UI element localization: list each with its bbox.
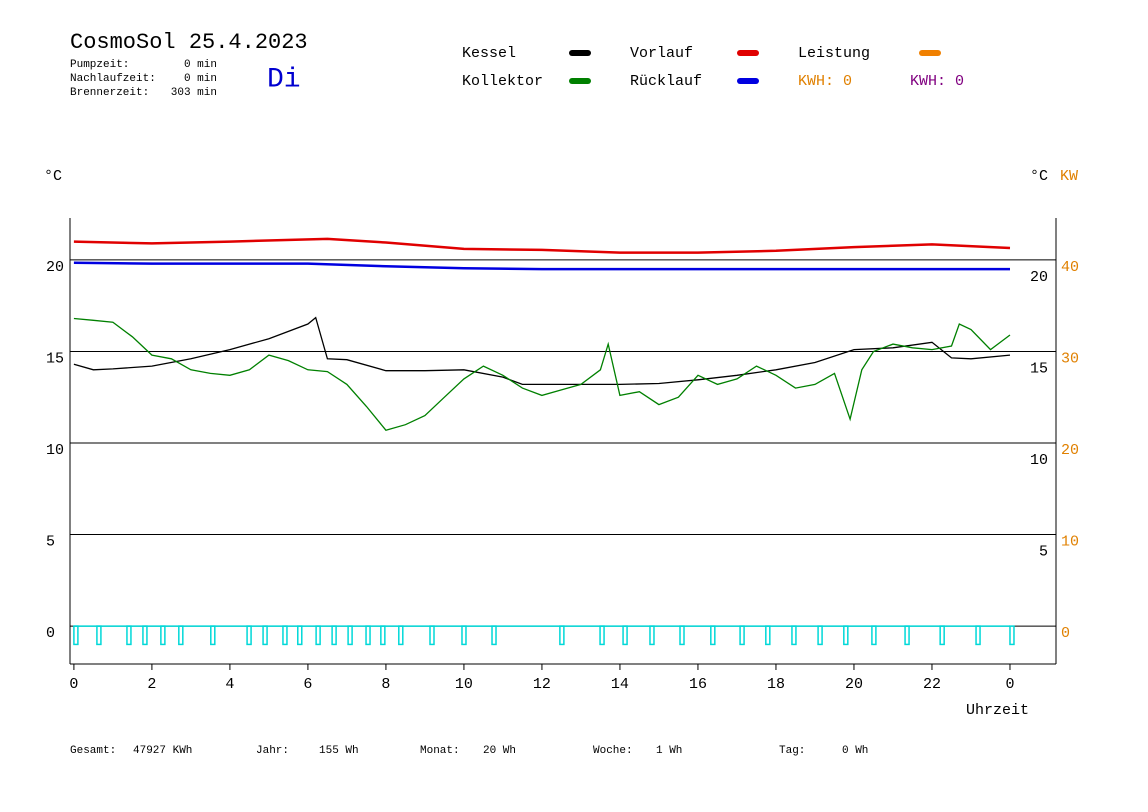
pulse: [871, 625, 877, 646]
pulse: [843, 625, 849, 646]
x-tick-label: 22: [923, 676, 941, 693]
y-right-axis-label: °C: [1030, 168, 1048, 185]
pulse: [599, 625, 605, 646]
footer-label: Jahr:: [256, 745, 289, 757]
info-label: Brennerzeit:: [70, 87, 149, 99]
y-tick-label: 0: [46, 625, 55, 642]
legend-label: Rücklauf: [630, 73, 702, 90]
pulse: [649, 625, 655, 646]
pulse: [429, 625, 435, 646]
legend-label: Kollektor: [462, 73, 543, 90]
pulse: [679, 625, 685, 646]
series-line: [73, 237, 1011, 254]
pulse: [178, 625, 184, 646]
pulse: [739, 625, 745, 646]
footer-value: 20 Wh: [483, 745, 516, 757]
y-axis-label: °C: [44, 168, 62, 185]
x-tick-label: 0: [69, 676, 78, 693]
kwh-label: KWH: 0: [798, 73, 852, 90]
footer-value: 1 Wh: [656, 745, 682, 757]
legend-label: Vorlauf: [630, 45, 693, 62]
pulse: [126, 625, 132, 646]
pulse: [622, 625, 628, 646]
x-tick-label: 14: [611, 676, 629, 693]
pulse: [559, 625, 565, 646]
y-tick-label: 20: [46, 259, 64, 276]
x-tick-label: 6: [303, 676, 312, 693]
legend-label: Leistung: [798, 45, 870, 62]
pulse: [817, 625, 823, 646]
y-tick-label: 5: [46, 534, 55, 551]
pulse: [347, 625, 353, 646]
info-value: 0 min: [184, 73, 217, 85]
pulse: [282, 625, 288, 646]
pulse: [73, 625, 79, 646]
x-axis-label: Uhrzeit: [966, 702, 1029, 719]
footer-label: Gesamt:: [70, 745, 116, 757]
series-line: [73, 316, 1011, 386]
pulse: [491, 625, 497, 646]
y-right-tick-label: 20: [1030, 269, 1048, 286]
pulse: [461, 625, 467, 646]
pulse: [262, 625, 268, 646]
weekday: Di: [267, 64, 301, 95]
x-tick-label: 18: [767, 676, 785, 693]
pulse: [96, 625, 102, 646]
pulse: [975, 625, 981, 646]
y2-tick-label: 30: [1061, 350, 1079, 367]
footer-value: 155 Wh: [319, 745, 359, 757]
info-label: Nachlaufzeit:: [70, 73, 156, 85]
pulse: [160, 625, 166, 646]
y-tick-label: 10: [46, 442, 64, 459]
pulse: [210, 625, 216, 646]
x-tick-label: 10: [455, 676, 473, 693]
pulse: [1009, 625, 1015, 646]
series-line: [73, 317, 1011, 431]
chart-title: CosmoSol 25.4.2023: [70, 30, 308, 55]
info-label: Pumpzeit:: [70, 59, 129, 71]
y2-tick-label: 40: [1061, 259, 1079, 276]
pulse: [904, 625, 910, 646]
pulse: [398, 625, 404, 646]
info-value: 0 min: [184, 59, 217, 71]
pulse: [297, 625, 303, 646]
x-tick-label: 4: [225, 676, 234, 693]
x-tick-label: 20: [845, 676, 863, 693]
footer-label: Monat:: [420, 745, 460, 757]
y2-tick-label: 10: [1061, 534, 1079, 551]
pulse: [791, 625, 797, 646]
pulse: [315, 625, 321, 646]
series-line: [73, 261, 1010, 271]
footer-label: Tag:: [779, 745, 805, 757]
x-tick-label: 12: [533, 676, 551, 693]
legend-label: Kessel: [462, 45, 516, 62]
y2-tick-label: 20: [1061, 442, 1079, 459]
footer-value: 47927 KWh: [133, 745, 192, 757]
x-tick-label: 8: [381, 676, 390, 693]
pulse: [939, 625, 945, 646]
x-tick-label: 2: [147, 676, 156, 693]
pulse: [142, 625, 148, 646]
footer-label: Woche:: [593, 745, 633, 757]
pulse: [246, 625, 252, 646]
pulse: [710, 625, 716, 646]
pulse: [365, 625, 371, 646]
y-tick-label: 15: [46, 350, 64, 367]
info-value: 303 min: [171, 87, 217, 99]
axes: [69, 218, 1057, 665]
pulse: [380, 625, 386, 646]
y-right-tick-label: 5: [1039, 544, 1048, 561]
y-right-tick-label: 10: [1030, 452, 1048, 469]
pulse: [765, 625, 771, 646]
pulse: [331, 625, 337, 646]
y2-tick-label: 0: [1061, 625, 1070, 642]
x-tick-label: 0: [1005, 676, 1014, 693]
y-right-tick-label: 15: [1030, 360, 1048, 377]
kwh-label: KWH: 0: [910, 73, 964, 90]
x-tick-label: 16: [689, 676, 707, 693]
y2-axis-label: KW: [1060, 168, 1078, 185]
footer-value: 0 Wh: [842, 745, 868, 757]
